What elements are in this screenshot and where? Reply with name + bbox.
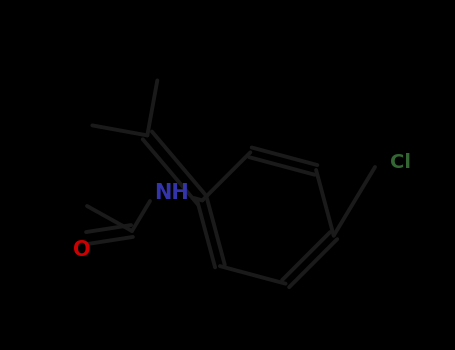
Text: Cl: Cl (390, 153, 411, 172)
Text: O: O (73, 240, 91, 260)
Text: NH: NH (155, 183, 189, 203)
